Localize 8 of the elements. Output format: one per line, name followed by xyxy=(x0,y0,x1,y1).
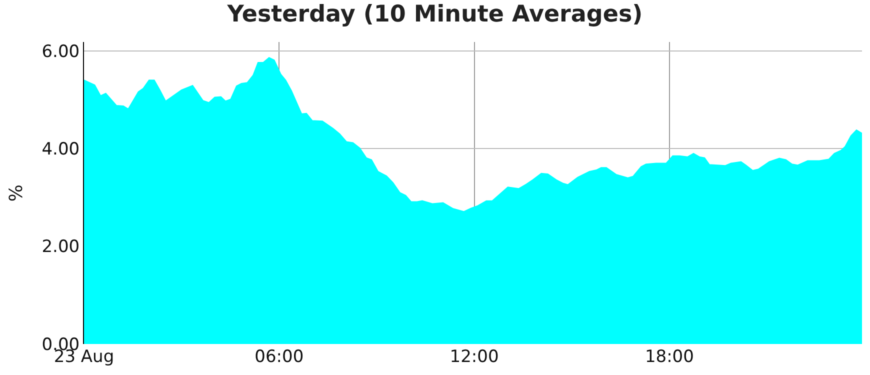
x-tick-label: 12:00 xyxy=(450,347,499,367)
x-tick-label: 06:00 xyxy=(254,347,304,367)
y-axis-title: % xyxy=(6,184,27,202)
x-tick-label: 18:00 xyxy=(644,347,694,367)
y-tick-label: 6.00 xyxy=(42,42,80,62)
y-tick-label: 4.00 xyxy=(42,139,80,160)
y-tick-label: 2.00 xyxy=(42,237,80,258)
chart-title: Yesterday (10 Minute Averages) xyxy=(226,2,643,28)
